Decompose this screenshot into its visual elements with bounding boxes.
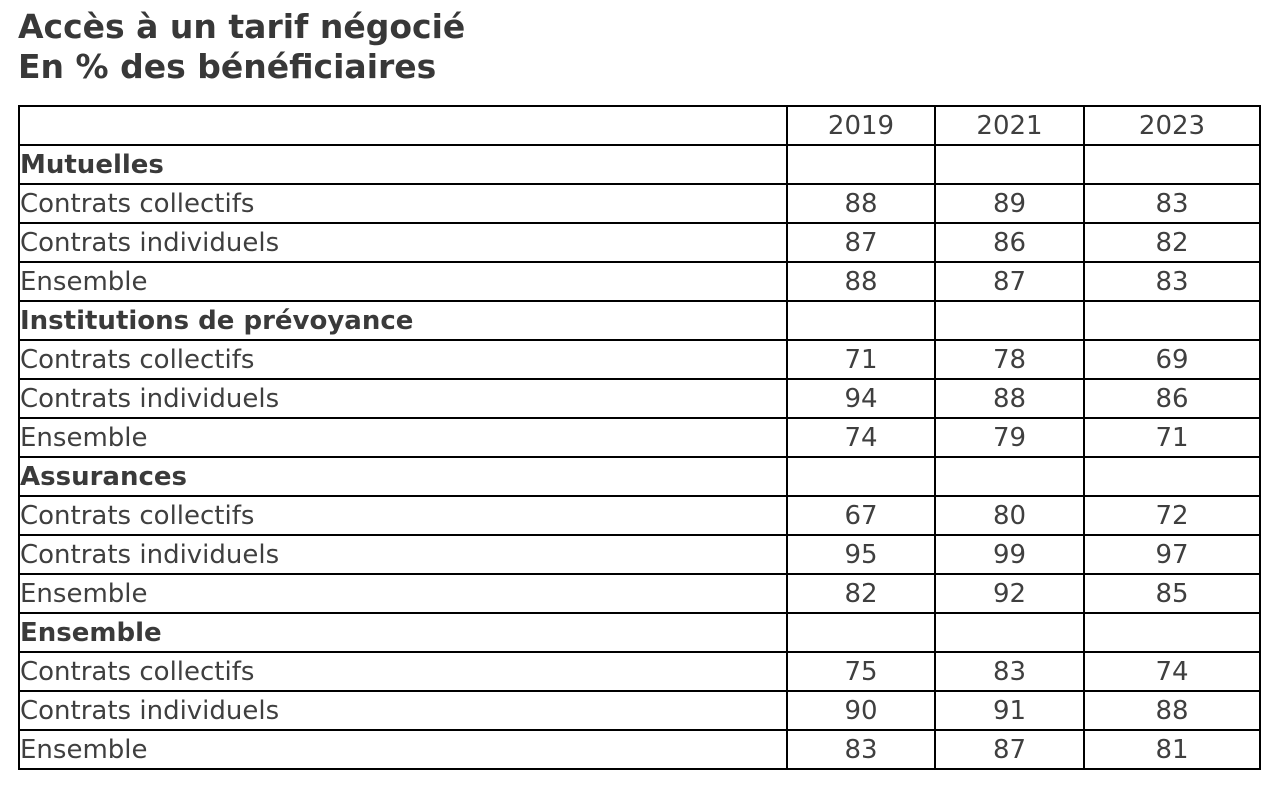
table-row: Ensemble 74 79 71 [18,417,1261,458]
value-2021: 92 [934,573,1085,614]
value-2021: 89 [934,183,1085,224]
value-2023: 74 [1083,651,1261,692]
value-2023: 82 [1083,222,1261,263]
header-empty-cell [18,105,788,146]
table-row: Ensemble 83 87 81 [18,729,1261,770]
empty-cell [934,612,1085,653]
value-2019: 88 [786,261,936,302]
table-row: Contrats collectifs 75 83 74 [18,651,1261,692]
group-label: Ensemble [18,612,788,653]
value-2023: 97 [1083,534,1261,575]
value-2023: 72 [1083,495,1261,536]
title-line-2: En % des bénéficiaires [18,47,437,86]
row-label: Contrats collectifs [18,339,788,380]
value-2019: 90 [786,690,936,731]
value-2019: 74 [786,417,936,458]
value-2021: 86 [934,222,1085,263]
value-2019: 95 [786,534,936,575]
value-2023: 85 [1083,573,1261,614]
empty-cell [786,612,936,653]
empty-cell [786,456,936,497]
value-2021: 99 [934,534,1085,575]
table-row: Contrats individuels 87 86 82 [18,222,1261,263]
value-2019: 87 [786,222,936,263]
page-title: Accès à un tarif négocié En % des bénéfi… [18,7,465,87]
value-2019: 82 [786,573,936,614]
row-label: Contrats collectifs [18,183,788,224]
value-2019: 88 [786,183,936,224]
empty-cell [1083,300,1261,341]
value-2021: 79 [934,417,1085,458]
group-label: Mutuelles [18,144,788,185]
value-2023: 88 [1083,690,1261,731]
row-label: Contrats individuels [18,378,788,419]
row-label: Contrats individuels [18,534,788,575]
data-table: 2019 2021 2023 Mutuelles Contrats collec… [18,105,1261,770]
empty-cell [786,300,936,341]
row-label: Contrats collectifs [18,495,788,536]
column-header-2023: 2023 [1083,105,1261,146]
column-header-2021: 2021 [934,105,1085,146]
group-header-assurances: Assurances [18,456,1261,497]
title-line-1: Accès à un tarif négocié [18,7,466,46]
row-label: Ensemble [18,729,788,770]
value-2021: 87 [934,729,1085,770]
empty-cell [934,300,1085,341]
value-2019: 67 [786,495,936,536]
empty-cell [1083,456,1261,497]
value-2019: 75 [786,651,936,692]
empty-cell [934,144,1085,185]
table-row: Contrats collectifs 88 89 83 [18,183,1261,224]
table-row: Contrats individuels 90 91 88 [18,690,1261,731]
group-header-mutuelles: Mutuelles [18,144,1261,185]
value-2019: 83 [786,729,936,770]
row-label: Ensemble [18,261,788,302]
value-2021: 80 [934,495,1085,536]
value-2023: 71 [1083,417,1261,458]
empty-cell [1083,144,1261,185]
table-row: Ensemble 82 92 85 [18,573,1261,614]
value-2023: 69 [1083,339,1261,380]
group-label: Assurances [18,456,788,497]
value-2021: 88 [934,378,1085,419]
value-2023: 86 [1083,378,1261,419]
value-2019: 94 [786,378,936,419]
value-2023: 83 [1083,261,1261,302]
column-header-2019: 2019 [786,105,936,146]
table-row: Contrats collectifs 67 80 72 [18,495,1261,536]
value-2021: 83 [934,651,1085,692]
value-2021: 91 [934,690,1085,731]
table-header-row: 2019 2021 2023 [18,105,1261,146]
row-label: Ensemble [18,573,788,614]
value-2023: 81 [1083,729,1261,770]
group-header-ensemble: Ensemble [18,612,1261,653]
row-label: Ensemble [18,417,788,458]
table-row: Contrats collectifs 71 78 69 [18,339,1261,380]
table-row: Ensemble 88 87 83 [18,261,1261,302]
value-2021: 78 [934,339,1085,380]
row-label: Contrats individuels [18,222,788,263]
row-label: Contrats individuels [18,690,788,731]
group-header-institutions-de-prevoyance: Institutions de prévoyance [18,300,1261,341]
empty-cell [934,456,1085,497]
value-2021: 87 [934,261,1085,302]
group-label: Institutions de prévoyance [18,300,788,341]
row-label: Contrats collectifs [18,651,788,692]
empty-cell [786,144,936,185]
value-2023: 83 [1083,183,1261,224]
empty-cell [1083,612,1261,653]
table-row: Contrats individuels 94 88 86 [18,378,1261,419]
value-2019: 71 [786,339,936,380]
table-row: Contrats individuels 95 99 97 [18,534,1261,575]
